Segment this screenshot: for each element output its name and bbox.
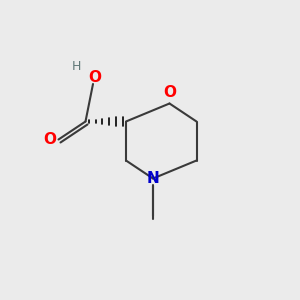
Text: CH₃: CH₃ xyxy=(0,299,1,300)
Text: O: O xyxy=(163,85,176,100)
Text: O: O xyxy=(88,70,101,86)
Text: N: N xyxy=(147,171,159,186)
Text: H: H xyxy=(72,59,81,73)
Text: O: O xyxy=(44,132,57,147)
